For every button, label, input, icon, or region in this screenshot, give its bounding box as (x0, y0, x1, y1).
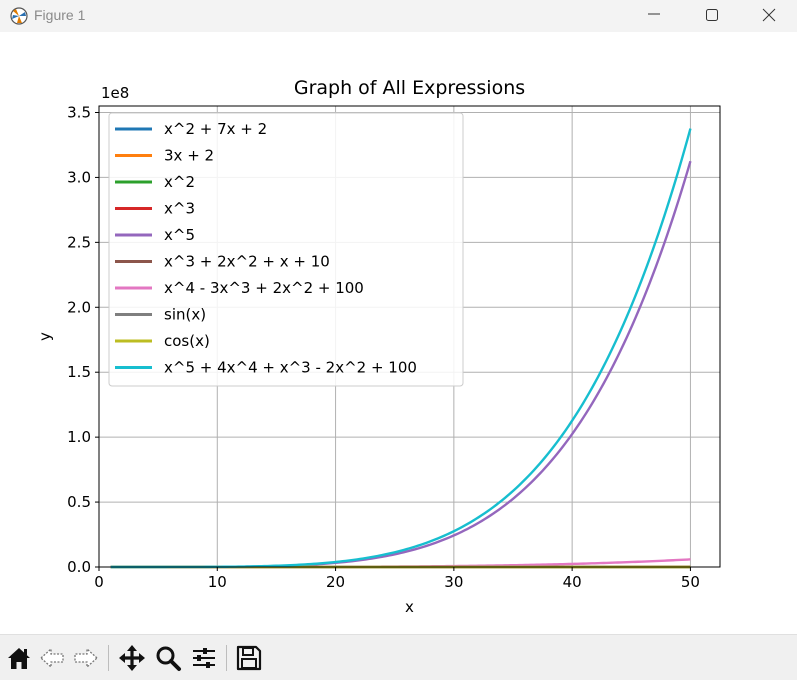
legend-entry-label: x^4 - 3x^3 + 2x^2 + 100 (164, 279, 364, 297)
minimize-icon (646, 8, 662, 24)
y-tick-label: 3.5 (67, 103, 91, 121)
minimize-button[interactable] (625, 0, 683, 32)
close-button[interactable] (740, 0, 797, 32)
legend-box (109, 113, 463, 386)
legend-entry-label: sin(x) (164, 306, 206, 324)
y-tick-label: 0.5 (67, 493, 91, 511)
pan-icon (117, 643, 147, 673)
back-icon (38, 643, 68, 673)
x-tick-label: 30 (444, 573, 463, 591)
pan-button[interactable] (117, 643, 147, 673)
y-tick-label: 1.0 (67, 428, 91, 446)
y-axis-label: y (36, 332, 54, 341)
y-tick-label: 3.0 (67, 168, 91, 186)
window-titlebar: Figure 1 (0, 0, 797, 32)
toolbar-separator (108, 645, 109, 671)
save-button[interactable] (234, 643, 264, 673)
chart-title: Graph of All Expressions (294, 77, 525, 99)
x-axis-label: x (405, 598, 414, 616)
figure-canvas[interactable]: 0 10 20 30 40 50 0.0 0.5 1.0 1.5 2.0 2.5 3.0 3.5 Grap… (0, 32, 797, 634)
legend-entry-label: 3x + 2 (164, 147, 214, 165)
legend-entry-label: x^3 + 2x^2 + x + 10 (164, 253, 330, 271)
x-tick-label: 40 (563, 573, 582, 591)
configure-subplots-button[interactable] (189, 643, 219, 673)
zoom-button[interactable] (153, 643, 183, 673)
configure-subplots-icon (189, 643, 219, 673)
maximize-icon (704, 8, 720, 24)
back-button[interactable] (38, 643, 68, 673)
legend: x^2 + 7x + 2 3x + 2 x^2 x^3 x^5 x^3 + 2x^2 + … (109, 113, 463, 386)
legend-entry-label: x^5 (164, 226, 195, 244)
legend-entry-label: x^2 (164, 173, 195, 191)
line-chart: 0 10 20 30 40 50 0.0 0.5 1.0 1.5 2.0 2.5 3.0 3.5 Grap… (0, 32, 797, 634)
figure-app-icon (9, 6, 29, 26)
close-icon (761, 8, 777, 24)
maximize-button[interactable] (683, 0, 741, 32)
toolbar-separator (226, 645, 227, 671)
zoom-icon (153, 643, 183, 673)
x-tick-label: 20 (326, 573, 345, 591)
home-button[interactable] (4, 643, 34, 673)
window-title: Figure 1 (34, 7, 85, 23)
legend-entry-label: x^2 + 7x + 2 (164, 120, 267, 138)
forward-button[interactable] (70, 643, 100, 673)
legend-entry-label: x^3 (164, 200, 195, 218)
x-tick-label: 10 (208, 573, 227, 591)
y-tick-label: 2.0 (67, 298, 91, 316)
home-icon (4, 643, 34, 673)
x-tick-label: 0 (94, 573, 104, 591)
forward-icon (70, 643, 100, 673)
navigation-toolbar (0, 634, 797, 680)
legend-entry-label: x^5 + 4x^4 + x^3 - 2x^2 + 100 (164, 359, 417, 377)
y-axis-offset-label: 1e8 (101, 84, 129, 102)
x-tick-label: 50 (681, 573, 700, 591)
y-tick-label: 0.0 (67, 558, 91, 576)
y-tick-label: 2.5 (67, 233, 91, 251)
y-tick-label: 1.5 (67, 363, 91, 381)
save-icon (234, 643, 264, 673)
legend-entry-label: cos(x) (164, 332, 210, 350)
